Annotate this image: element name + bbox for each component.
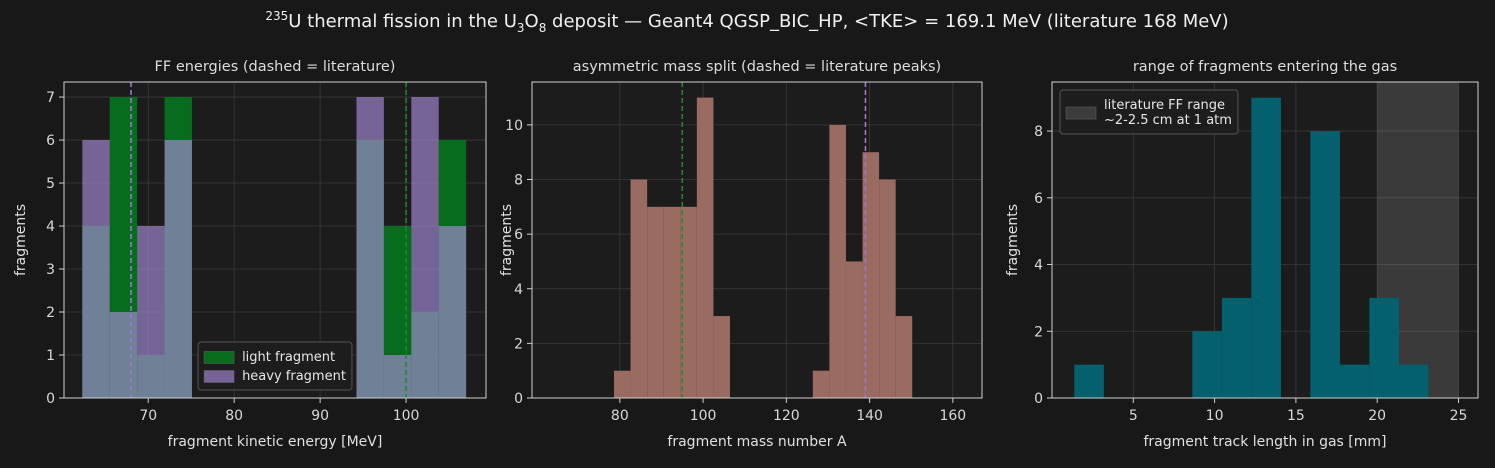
x-tick-label: 15	[1287, 408, 1305, 424]
histogram-bar	[1310, 131, 1340, 398]
legend-box	[1059, 89, 1239, 135]
x-tick-label: 70	[139, 408, 157, 424]
y-axis-label: fragments	[13, 204, 29, 276]
x-tick-label: 80	[225, 408, 243, 424]
histogram-bar	[1369, 297, 1399, 398]
histogram-bar	[614, 370, 631, 398]
y-tick-label: 6	[1034, 191, 1043, 207]
subplot: asymmetric mass split (dashed = literatu…	[499, 59, 983, 450]
histogram-bar	[1339, 364, 1370, 398]
histogram-bar	[164, 140, 192, 398]
histogram-bar	[1221, 297, 1252, 398]
x-tick-label: 120	[773, 408, 800, 424]
histogram-bar	[1398, 364, 1429, 398]
y-tick-label: 4	[1034, 258, 1043, 274]
x-tick-label: 100	[393, 408, 420, 424]
y-tick-label: 1	[46, 348, 55, 364]
histogram-bar	[438, 226, 467, 398]
histogram-bar	[1074, 364, 1104, 398]
y-tick-label: 8	[514, 173, 523, 189]
legend-swatch	[1065, 106, 1097, 120]
x-tick-label: 5	[1129, 408, 1138, 424]
y-tick-label: 0	[1034, 391, 1043, 407]
y-tick-label: 5	[46, 176, 55, 192]
y-axis-label: fragments	[1005, 204, 1021, 276]
legend-swatch	[203, 370, 235, 383]
histogram-bar	[109, 312, 138, 398]
histogram-bar	[829, 124, 846, 399]
title-subscript: 3	[517, 21, 525, 35]
histogram-bar	[1192, 331, 1222, 398]
title-superscript: 235	[265, 9, 288, 23]
histogram-bar	[137, 226, 165, 398]
histogram-bar	[862, 152, 880, 398]
x-tick-label: 160	[939, 408, 966, 424]
y-tick-label: 2	[46, 305, 55, 321]
subplot-title: FF energies (dashed = literature)	[155, 59, 396, 75]
histogram-bar	[845, 261, 863, 398]
histogram-bar	[630, 179, 648, 398]
x-tick-label: 80	[611, 408, 629, 424]
histogram-bar	[680, 206, 697, 398]
histogram-bar	[663, 206, 681, 398]
title-part: deposit — Geant4 QGSP_BIC_HP, <TKE> = 16…	[546, 11, 1228, 32]
y-tick-label: 2	[514, 336, 523, 352]
y-tick-label: 6	[46, 133, 55, 149]
x-axis-label: fragment kinetic energy [MeV]	[168, 434, 383, 450]
x-tick-label: 20	[1368, 408, 1386, 424]
plot-frame	[1051, 81, 1479, 399]
y-tick-label: 10	[505, 118, 523, 134]
y-tick-label: 2	[1034, 324, 1043, 340]
y-tick-label: 0	[514, 391, 523, 407]
legend-swatch	[203, 351, 235, 364]
title-part: U thermal fission in the U	[288, 11, 517, 32]
plot-frame	[531, 81, 983, 399]
title-subscript: 8	[539, 21, 547, 35]
plot-frame	[63, 81, 487, 399]
legend-label: ~2-2.5 cm at 1 atm	[1104, 113, 1232, 128]
histogram-bar	[411, 97, 439, 399]
legend: light fragment heavy fragment	[197, 341, 353, 391]
y-tick-label: 3	[46, 262, 55, 278]
subplot: range of fragments entering the gas fragm…	[1005, 59, 1479, 450]
plot-area	[532, 82, 982, 398]
x-tick-label: 90	[311, 408, 329, 424]
histogram-bar	[1251, 97, 1281, 398]
histogram-bar	[647, 206, 664, 398]
title-part: O	[525, 11, 539, 32]
histogram-bar	[696, 97, 714, 399]
legend-label: heavy fragment	[242, 369, 346, 384]
x-tick-label: 10	[1206, 408, 1224, 424]
x-axis-label: fragment mass number A	[667, 434, 847, 450]
x-axis-label: fragment track length in gas [mm]	[1144, 434, 1387, 450]
histogram-bar	[82, 140, 110, 398]
legend-label: light fragment	[242, 350, 335, 365]
legend: literature FF range~2-2.5 cm at 1 atm	[1059, 89, 1239, 135]
x-tick-label: 140	[856, 408, 883, 424]
subplot-title: asymmetric mass split (dashed = literatu…	[573, 59, 941, 75]
y-tick-label: 4	[46, 219, 55, 235]
x-tick-label: 25	[1450, 408, 1468, 424]
histogram-bar	[713, 316, 730, 398]
histogram-bar	[356, 97, 384, 399]
y-tick-label: 7	[46, 90, 55, 106]
histogram-bar	[383, 355, 412, 398]
y-tick-label: 6	[514, 227, 523, 243]
legend-box	[197, 341, 353, 391]
y-tick-label: 4	[514, 282, 523, 298]
subplot-title: range of fragments entering the gas	[1133, 59, 1397, 75]
subplot: FF energies (dashed = literature) fragmen…	[13, 59, 487, 450]
x-tick-label: 100	[690, 408, 717, 424]
y-tick-label: 0	[46, 391, 55, 407]
figure-title: 235U thermal fission in the U3O8 deposit…	[265, 9, 1228, 35]
y-tick-label: 8	[1034, 124, 1043, 140]
histogram-bar	[879, 179, 896, 398]
histogram-bar	[812, 370, 830, 398]
histogram-bar	[895, 316, 913, 398]
legend-label: literature FF range	[1104, 98, 1225, 113]
y-axis-label: fragments	[499, 204, 515, 276]
